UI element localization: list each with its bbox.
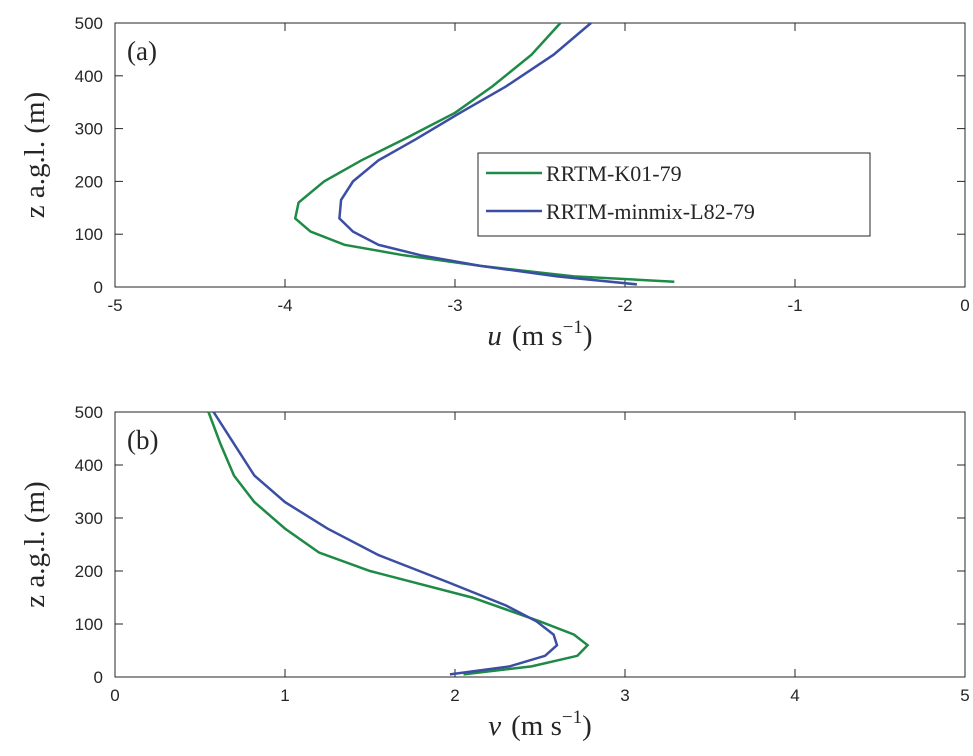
x-tick-label: 0 (110, 686, 119, 705)
x-tick-label: 5 (960, 686, 969, 705)
x-label-exp: −1 (562, 707, 582, 728)
x-tick-label: -5 (107, 296, 122, 315)
x-label-close: ) (583, 320, 593, 352)
y-tick-label: 200 (75, 172, 103, 191)
series-line (207, 411, 590, 676)
x-label-unit: (m s (511, 710, 562, 742)
x-tick-label: -1 (787, 296, 802, 315)
x-label-close: ) (582, 710, 592, 742)
y-tick-label: 100 (75, 615, 103, 634)
x-label-var: v (488, 710, 501, 742)
subplot: 0 1 2 3 4 5 0 100 200 300 400 500 (b) z a.g.l. (m) v (m… (19, 403, 970, 742)
legend-label: RRTM-minmix-L82-79 (546, 199, 755, 224)
y-tick-label: 500 (75, 14, 103, 33)
x-tick-label: 2 (450, 686, 459, 705)
series-line (338, 22, 638, 286)
panel-label: (a) (127, 36, 157, 66)
x-tick-label: 1 (280, 686, 289, 705)
y-tick-label: 200 (75, 562, 103, 581)
x-tick-label: -2 (617, 296, 632, 315)
x-label-unit: (m s (512, 320, 563, 352)
legend-label: RRTM-K01-79 (546, 161, 682, 186)
x-axis-label: v (m s−1) (488, 707, 592, 742)
y-tick-label: 300 (75, 509, 103, 528)
x-tick-label: -3 (447, 296, 462, 315)
x-label-var: u (487, 320, 502, 352)
x-tick-label: 0 (960, 296, 969, 315)
x-label-exp: −1 (563, 317, 583, 338)
y-tick-label: 0 (94, 278, 103, 297)
y-axis-label: z a.g.l. (m) (19, 92, 51, 218)
plot-area (114, 411, 966, 678)
y-tick-label: 400 (75, 456, 103, 475)
panel-label: (b) (127, 425, 158, 455)
y-axis-label: z a.g.l. (m) (19, 481, 51, 607)
legend (477, 152, 871, 237)
series-line (212, 411, 559, 676)
x-tick-label: 4 (790, 686, 799, 705)
y-tick-label: 0 (94, 668, 103, 687)
x-tick-label: -4 (277, 296, 292, 315)
y-tick-label: 300 (75, 120, 103, 139)
y-tick-label: 500 (75, 403, 103, 422)
y-tick-label: 100 (75, 225, 103, 244)
x-tick-label: 3 (620, 686, 629, 705)
subplot: -5 -4 -3 -2 -1 0 0 100 200 300 400 500 (a) z a.g.l. (… (19, 14, 970, 352)
x-axis-label: u (m s−1) (487, 317, 592, 352)
y-tick-label: 400 (75, 67, 103, 86)
